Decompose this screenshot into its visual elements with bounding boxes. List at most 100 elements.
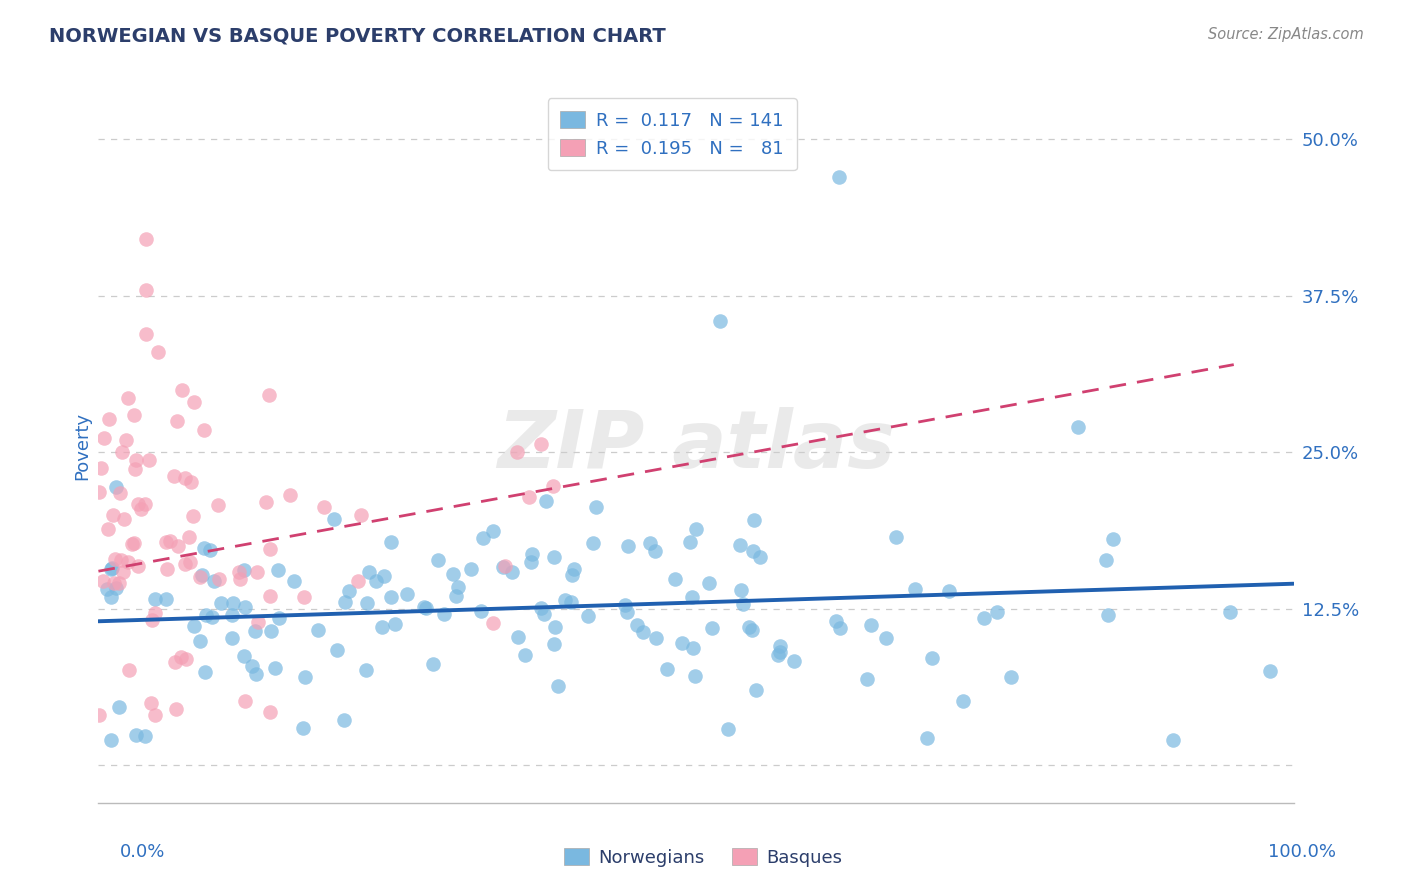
Point xyxy=(115,433,138,447)
Point xyxy=(90,461,112,475)
Point xyxy=(733,598,755,612)
Point xyxy=(177,530,200,544)
Point xyxy=(645,631,668,645)
Point xyxy=(519,555,541,569)
Point xyxy=(209,596,232,610)
Point xyxy=(769,639,792,653)
Point xyxy=(163,655,186,669)
Point xyxy=(134,497,156,511)
Point xyxy=(492,560,515,574)
Point xyxy=(254,495,277,509)
Point xyxy=(1097,607,1119,622)
Point xyxy=(366,574,388,588)
Point xyxy=(1067,420,1090,434)
Point xyxy=(359,565,381,579)
Point xyxy=(127,497,149,511)
Point xyxy=(233,563,256,577)
Point xyxy=(229,572,252,586)
Point xyxy=(181,509,204,524)
Point xyxy=(134,729,156,743)
Point xyxy=(433,607,456,621)
Point xyxy=(682,640,704,655)
Point xyxy=(194,665,217,680)
Point xyxy=(125,727,148,741)
Point xyxy=(626,617,648,632)
Point xyxy=(582,536,605,550)
Point xyxy=(135,283,157,297)
Point xyxy=(240,658,263,673)
Point xyxy=(201,610,224,624)
Text: NORWEGIAN VS BASQUE POVERTY CORRELATION CHART: NORWEGIAN VS BASQUE POVERTY CORRELATION … xyxy=(49,27,666,45)
Point xyxy=(745,683,768,698)
Point xyxy=(413,599,436,614)
Point xyxy=(180,475,202,489)
Point xyxy=(183,395,205,409)
Point xyxy=(631,625,654,640)
Point xyxy=(233,694,256,708)
Point xyxy=(562,562,585,576)
Point xyxy=(174,652,197,666)
Point xyxy=(749,549,772,564)
Point xyxy=(585,500,607,515)
Point xyxy=(337,584,360,599)
Point xyxy=(938,584,960,599)
Point xyxy=(169,650,191,665)
Point xyxy=(139,696,162,710)
Point xyxy=(165,701,187,715)
Point xyxy=(245,624,267,639)
Point xyxy=(470,604,492,618)
Point xyxy=(534,494,557,508)
Point xyxy=(174,471,197,485)
Point xyxy=(108,700,131,714)
Text: ZIP atlas: ZIP atlas xyxy=(496,407,896,485)
Point xyxy=(506,630,529,644)
Point xyxy=(921,650,943,665)
Point xyxy=(384,617,406,632)
Point xyxy=(267,610,290,624)
Point xyxy=(709,314,731,328)
Point xyxy=(121,537,143,551)
Point xyxy=(118,663,141,677)
Point xyxy=(105,581,128,595)
Point xyxy=(616,605,638,619)
Point xyxy=(246,565,269,579)
Point xyxy=(100,562,122,576)
Text: 0.0%: 0.0% xyxy=(120,843,165,861)
Point xyxy=(613,598,636,612)
Point xyxy=(952,694,974,708)
Point xyxy=(481,524,503,538)
Point xyxy=(824,614,846,628)
Point xyxy=(730,538,752,552)
Point xyxy=(717,723,740,737)
Point xyxy=(191,567,214,582)
Point xyxy=(259,542,281,557)
Point xyxy=(683,669,706,683)
Point xyxy=(533,607,555,621)
Point xyxy=(174,557,197,571)
Point xyxy=(530,437,553,451)
Point xyxy=(371,620,394,634)
Point xyxy=(141,614,163,628)
Point xyxy=(129,502,152,516)
Point xyxy=(576,609,599,624)
Point xyxy=(323,512,346,526)
Legend: R =  0.117   N = 141, R =  0.195   N =   81: R = 0.117 N = 141, R = 0.195 N = 81 xyxy=(547,98,797,170)
Point xyxy=(103,576,125,591)
Point xyxy=(441,567,464,582)
Point xyxy=(166,414,188,428)
Point xyxy=(138,453,160,467)
Point xyxy=(860,617,883,632)
Legend: Norwegians, Basques: Norwegians, Basques xyxy=(557,841,849,874)
Point xyxy=(172,383,194,397)
Point xyxy=(228,566,250,580)
Point xyxy=(856,672,879,686)
Point xyxy=(884,530,907,544)
Point xyxy=(685,522,707,536)
Point xyxy=(830,622,852,636)
Point xyxy=(354,663,377,677)
Point xyxy=(245,667,267,681)
Point xyxy=(1095,553,1118,567)
Text: Source: ZipAtlas.com: Source: ZipAtlas.com xyxy=(1208,27,1364,42)
Point xyxy=(697,575,720,590)
Point xyxy=(257,388,280,402)
